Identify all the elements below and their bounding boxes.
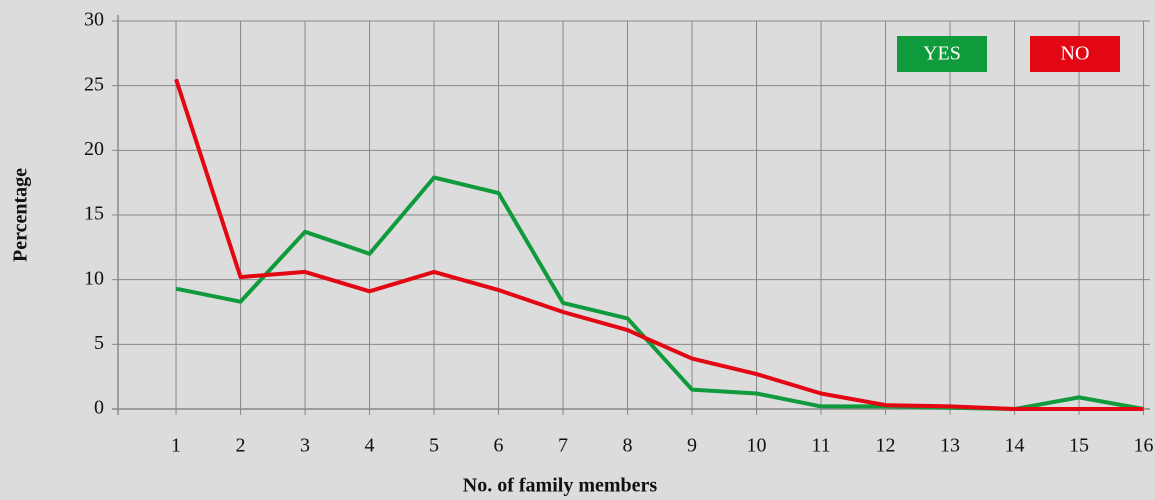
y-tick-label: 30: [84, 9, 104, 31]
x-tick-label: 7: [558, 435, 568, 457]
y-tick-label: 0: [94, 397, 104, 419]
legend-label: YES: [923, 43, 961, 65]
x-tick-label: 13: [940, 435, 960, 457]
x-tick-label: 15: [1069, 435, 1089, 457]
x-tick-label: 14: [1005, 435, 1025, 457]
y-tick-label: 5: [94, 332, 104, 354]
x-tick-label: 3: [300, 435, 310, 457]
legend-label: NO: [1061, 43, 1090, 65]
legend-swatch: [897, 36, 987, 72]
x-tick-label: 5: [429, 435, 439, 457]
x-tick-label: 12: [876, 435, 896, 457]
x-tick-label: 16: [1134, 435, 1154, 457]
y-tick-label: 15: [84, 203, 104, 225]
x-axis-label: No. of family members: [463, 475, 658, 497]
x-tick-label: 8: [623, 435, 633, 457]
x-tick-label: 9: [687, 435, 697, 457]
y-tick-label: 10: [84, 267, 104, 289]
line-series: [174, 78, 1144, 411]
x-tick-label: 2: [236, 435, 246, 457]
y-axis-label: Percentage: [10, 168, 32, 262]
legend-swatch: [1030, 36, 1120, 72]
x-tick-label: 4: [365, 435, 375, 457]
y-tick-label: 25: [84, 73, 104, 95]
x-tick-label: 6: [494, 435, 504, 457]
x-tick-label: 1: [171, 435, 181, 457]
x-tick-label: 11: [811, 435, 830, 457]
x-tick-label: 10: [747, 435, 767, 457]
y-tick-label: 20: [84, 138, 104, 160]
